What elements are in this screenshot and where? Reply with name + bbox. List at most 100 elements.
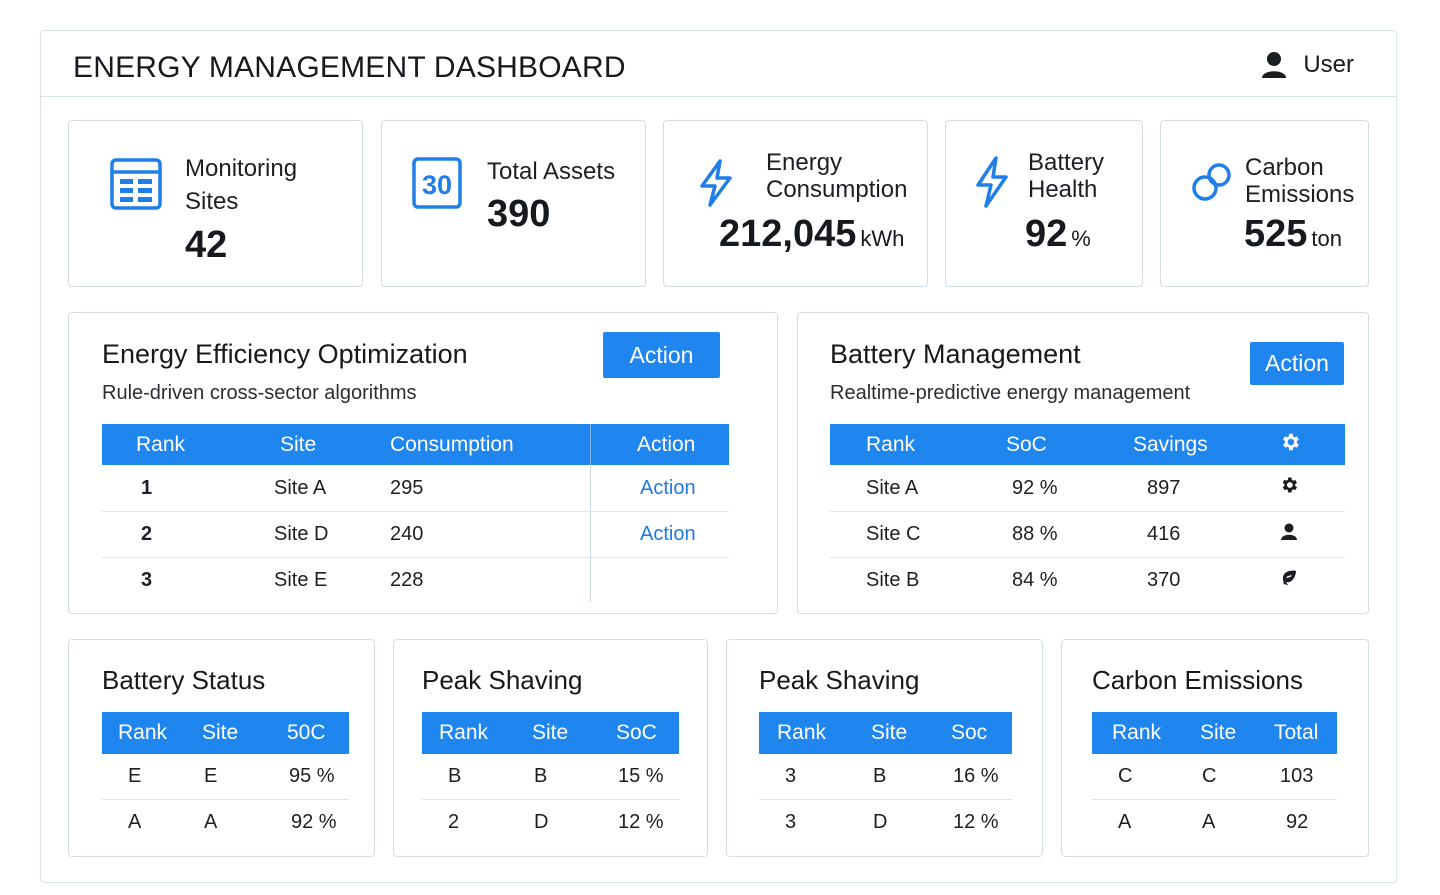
column-header: Consumption: [390, 432, 514, 456]
kpi-label: Total Assets: [487, 158, 616, 185]
kpi-value: 212,045 kWh: [719, 213, 905, 255]
table-row: Site B 84 % 370: [830, 558, 1345, 602]
table-header: Rank Site Total: [1092, 712, 1337, 754]
panel-title: Energy Efficiency Optimization: [102, 339, 468, 369]
column-header: Soc: [951, 721, 988, 744]
row-leaf-button[interactable]: [1257, 568, 1345, 593]
leaf-icon: [1282, 570, 1297, 585]
column-header: Site: [1200, 721, 1237, 744]
table-row: 3 Site E 228: [102, 558, 729, 602]
kpi-label: Monitoring Sites: [185, 155, 298, 215]
top-bar: ENERGY MANAGEMENT DASHBOARD User: [41, 31, 1396, 97]
carbon-emissions-table: Rank Site Total C C 103 A A 92: [1092, 712, 1337, 844]
soc-cell: 88 %: [1012, 523, 1058, 545]
user-menu[interactable]: User: [1261, 51, 1354, 79]
column-header: Rank: [777, 721, 827, 744]
site-cell: E: [204, 765, 218, 787]
rank-cell: 3: [141, 568, 153, 591]
column-header: Rank: [439, 721, 489, 744]
site-cell: Site A: [274, 476, 327, 499]
user-icon: [1281, 523, 1297, 540]
site-cell: A: [1202, 810, 1216, 833]
column-header: Site: [532, 721, 569, 744]
kpi-label: Battery Health: [1028, 149, 1105, 203]
row-user-button[interactable]: [1257, 523, 1345, 547]
kpi-card-battery-health[interactable]: Battery Health 92%: [945, 120, 1143, 287]
column-header: Action: [590, 424, 729, 465]
value-cell: 103: [1280, 765, 1314, 787]
efficiency-table: Rank Site Consumption Action 1 Site A 29…: [102, 424, 729, 602]
site-cell: C: [1202, 765, 1217, 787]
rank-cell: 3: [785, 810, 797, 833]
peak-shaving-card-1: Peak Shaving Rank Site SoC B B 15 % 2 D …: [393, 639, 708, 857]
peak-shaving-card-2: Peak Shaving Rank Site Soc 3 B 16 % 3 D …: [726, 639, 1043, 857]
row-action-link[interactable]: Action: [640, 476, 696, 499]
row-settings-button[interactable]: [1257, 475, 1345, 501]
site-cell: A: [204, 810, 218, 833]
column-header: SoC: [1006, 432, 1047, 456]
column-header: SoC: [616, 721, 657, 744]
column-header: Site: [871, 721, 908, 744]
kpi-value: 525 ton: [1244, 213, 1342, 255]
table-row: 3 D 12 %: [759, 800, 1012, 844]
battery-action-button[interactable]: Action: [1250, 342, 1344, 385]
table-header: Rank SoC Savings: [830, 424, 1345, 465]
value-cell: 95 %: [289, 765, 335, 787]
value-cell: 12 %: [618, 810, 664, 833]
page-title: ENERGY MANAGEMENT DASHBOARD: [73, 51, 626, 84]
rank-cell: 2: [141, 523, 153, 545]
panel-title: Carbon Emissions: [1092, 665, 1303, 695]
table-header: Rank Site Soc: [759, 712, 1012, 754]
carbon-emissions-card: Carbon Emissions Rank Site Total C C 103…: [1061, 639, 1369, 857]
column-header: Rank: [136, 432, 186, 456]
user-label: User: [1303, 51, 1354, 78]
kpi-value: 92%: [1025, 213, 1091, 255]
panel-title: Peak Shaving: [422, 665, 583, 695]
panel-title: Battery Management: [830, 339, 1081, 369]
rank-cell: C: [1118, 765, 1133, 787]
table-header: Rank Site Consumption Action: [102, 424, 729, 465]
kpi-card-energy-consumption[interactable]: Energy Consumption 212,045 kWh: [663, 120, 928, 287]
table-header: Rank Site 50C: [102, 712, 349, 754]
table-row: 2 Site D 240 Action: [102, 512, 729, 558]
panel-title: Peak Shaving: [759, 665, 920, 695]
rank-cell: A: [128, 810, 142, 833]
kpi-card-total-assets[interactable]: 30 Total Assets 390: [381, 120, 646, 287]
battery-management-table: Rank SoC Savings Site A 92 % 897 Site C …: [830, 424, 1345, 602]
table-row: B B 15 %: [422, 754, 679, 800]
kpi-card-carbon-emissions[interactable]: Carbon Emissions 525 ton: [1160, 120, 1369, 287]
column-header: Total: [1274, 721, 1319, 744]
kpi-value: 42: [185, 224, 228, 266]
soc-cell: 84 %: [1012, 568, 1058, 591]
savings-cell: 897: [1147, 476, 1181, 499]
site-cell: D: [873, 810, 888, 833]
value-cell: 12 %: [953, 810, 999, 833]
rank-cell: E: [128, 765, 142, 787]
kpi-label: Carbon Emissions: [1245, 154, 1355, 208]
battery-management-panel: Battery Management Realtime-predictive e…: [797, 312, 1369, 614]
peak-shaving-table: Rank Site Soc 3 B 16 % 3 D 12 %: [759, 712, 1012, 844]
rank-cell: B: [448, 765, 462, 787]
user-icon: [1262, 52, 1287, 78]
rank-cell: 1: [141, 476, 153, 499]
table-row: 2 D 12 %: [422, 800, 679, 844]
consumption-cell: 240: [390, 523, 424, 545]
site-cell: Site A: [866, 476, 919, 499]
battery-status-table: Rank Site 50C E E 95 % A A 92 %: [102, 712, 349, 844]
column-header: Rank: [866, 432, 916, 456]
rank-cell: A: [1118, 810, 1132, 833]
panel-subtitle: Realtime-predictive energy management: [830, 382, 1191, 404]
value-cell: 92 %: [291, 810, 337, 833]
table-row: Site A 92 % 897: [830, 465, 1345, 512]
site-cell: Site E: [274, 568, 328, 591]
column-header: Savings: [1133, 432, 1208, 456]
row-action-link[interactable]: Action: [640, 523, 696, 545]
column-header: Site: [202, 721, 239, 744]
site-cell: D: [534, 810, 549, 833]
panel-subtitle: Rule-driven cross-sector algorithms: [102, 382, 417, 404]
calendar-30-icon: 30: [412, 157, 462, 209]
efficiency-action-button[interactable]: Action: [603, 332, 720, 378]
kpi-label: Energy Consumption: [766, 149, 908, 203]
settings-gear-button[interactable]: [1257, 431, 1345, 459]
kpi-card-monitoring-sites[interactable]: Monitoring Sites 42: [68, 120, 363, 287]
